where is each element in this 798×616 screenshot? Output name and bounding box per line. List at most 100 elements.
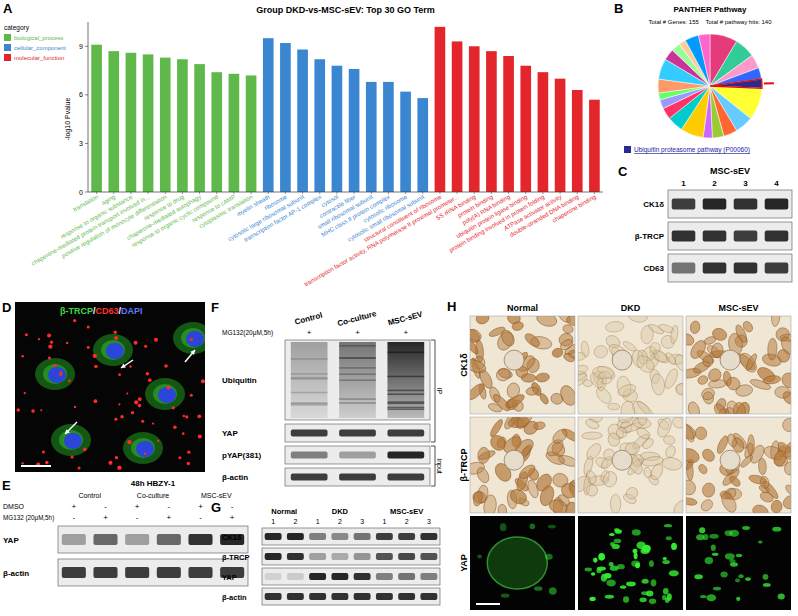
fluorescence-image xyxy=(686,516,791,610)
tubule xyxy=(578,364,589,377)
tubule xyxy=(779,335,791,356)
band xyxy=(265,593,282,600)
yap-signal xyxy=(700,595,707,598)
cd63-dot xyxy=(120,415,124,419)
cell-cytoplasm xyxy=(43,364,67,384)
treatment-label: MG132(20μM,5h) xyxy=(222,329,273,337)
band xyxy=(420,533,437,540)
cd63-dot xyxy=(141,420,144,423)
tubule xyxy=(771,316,781,327)
bar xyxy=(108,51,119,192)
tubule xyxy=(781,493,791,512)
blot xyxy=(262,588,440,605)
tubule xyxy=(592,366,614,380)
yap-signal xyxy=(635,562,640,568)
tubule xyxy=(538,392,549,405)
slice-highlight xyxy=(710,79,762,88)
subtitle: Total # Genes: 155 Total # pathway hits:… xyxy=(649,19,773,25)
cell-cytoplasm xyxy=(35,358,75,390)
row-label: β-actin xyxy=(222,473,248,482)
smear-band xyxy=(291,377,328,379)
band xyxy=(398,573,415,580)
tubule xyxy=(780,417,791,434)
band xyxy=(376,593,393,600)
smear-band xyxy=(291,402,328,404)
tubule xyxy=(475,316,491,326)
cd63-dot xyxy=(38,338,40,340)
background xyxy=(0,0,798,616)
panel-letter: D xyxy=(2,300,11,315)
cell-cytoplasm xyxy=(101,340,125,360)
blot xyxy=(668,254,792,282)
tubule xyxy=(643,467,652,478)
tubule xyxy=(477,447,490,464)
cd63-dot xyxy=(164,364,168,368)
tubule xyxy=(470,357,488,375)
band xyxy=(376,533,393,540)
bar xyxy=(538,72,549,192)
tubule xyxy=(617,417,633,424)
band xyxy=(398,533,415,540)
smear-band xyxy=(291,378,328,380)
yap-signal xyxy=(705,557,714,564)
bar xyxy=(177,59,188,192)
lane-label: 3 xyxy=(360,518,364,525)
glomerulus xyxy=(720,350,740,370)
tubule xyxy=(511,321,524,332)
band xyxy=(287,593,304,600)
cd63-dot xyxy=(114,418,117,421)
x-tick-label: chaperone-mediated protein transport inv… xyxy=(30,194,151,267)
tissue-bg xyxy=(686,417,791,513)
bars xyxy=(91,27,599,192)
row-label: CD63 xyxy=(644,264,665,273)
y-tick xyxy=(85,143,88,144)
nucleus xyxy=(186,331,204,347)
tubule xyxy=(616,382,637,398)
band xyxy=(703,230,727,241)
group-label: Normal xyxy=(271,507,297,516)
yap-signal xyxy=(666,536,672,540)
yap-signal xyxy=(663,557,667,560)
x-tick-label: translation xyxy=(72,194,99,213)
legend-label: cellular_component xyxy=(14,45,66,51)
bar xyxy=(469,46,480,192)
tubule xyxy=(558,383,575,408)
band xyxy=(309,593,326,600)
group-label: Co-culture xyxy=(336,309,377,328)
cd63-dot xyxy=(42,451,45,454)
band xyxy=(265,573,282,580)
tubule xyxy=(650,373,666,396)
legend: categorybiological_processcellular_compo… xyxy=(4,24,66,61)
band xyxy=(734,198,758,209)
ubiquitin-smear xyxy=(387,342,424,418)
yap-signal xyxy=(642,545,651,552)
yap-signal xyxy=(548,525,556,529)
band xyxy=(672,230,696,241)
row-label: β-TRCP xyxy=(459,449,469,482)
panel-b: BPANTHER PathwayTotal # Genes: 155 Total… xyxy=(614,1,774,154)
smear-band xyxy=(291,403,328,405)
cd63-dot xyxy=(108,461,112,465)
row-label: YAP xyxy=(3,536,19,545)
band xyxy=(765,262,789,273)
title: Group DKD-vs-MSC-sEV: Top 30 GO Term xyxy=(256,5,435,15)
cd63-dot xyxy=(173,425,177,429)
yap-signal xyxy=(589,597,595,601)
y-tick xyxy=(85,94,88,95)
glomerulus xyxy=(487,537,547,589)
yap-signal xyxy=(610,542,615,546)
band xyxy=(339,429,376,436)
arrow-head xyxy=(121,364,126,368)
treatment-mark: + xyxy=(166,513,171,522)
smear-band xyxy=(339,357,376,359)
tubule xyxy=(775,386,791,398)
title: PANTHER Pathway xyxy=(674,5,747,14)
cd63-dot xyxy=(134,341,138,345)
bracket xyxy=(431,446,435,486)
cd63-dot xyxy=(50,341,53,344)
treatment-mark: + xyxy=(198,502,203,511)
figure: Atranslationagingresponse to organic sub… xyxy=(0,0,798,616)
band xyxy=(309,553,326,560)
cell-cytoplasm xyxy=(93,334,133,366)
smear-band xyxy=(339,367,376,369)
